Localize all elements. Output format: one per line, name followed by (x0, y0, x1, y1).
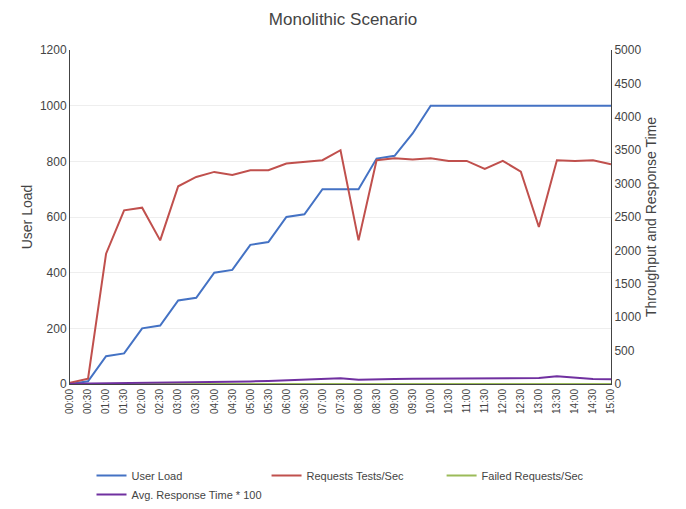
svg-text:00:30: 00:30 (82, 389, 93, 414)
svg-text:400: 400 (47, 266, 67, 280)
svg-text:2000: 2000 (614, 244, 641, 258)
svg-text:2500: 2500 (614, 210, 641, 224)
svg-text:3000: 3000 (614, 177, 641, 191)
svg-text:03:00: 03:00 (172, 389, 183, 414)
svg-text:User Load: User Load (132, 470, 183, 482)
svg-text:13:00: 13:00 (533, 389, 544, 414)
svg-text:11:30: 11:30 (479, 389, 490, 414)
svg-text:14:00: 14:00 (569, 389, 580, 414)
svg-text:5000: 5000 (614, 43, 641, 57)
svg-text:01:00: 01:00 (100, 389, 111, 414)
svg-text:06:30: 06:30 (299, 389, 310, 414)
svg-text:10:30: 10:30 (443, 389, 454, 414)
svg-text:04:30: 04:30 (227, 389, 238, 414)
svg-text:4500: 4500 (614, 77, 641, 91)
svg-text:05:00: 05:00 (245, 389, 256, 414)
svg-text:08:00: 08:00 (353, 389, 364, 414)
svg-text:Monolithic Scenario: Monolithic Scenario (269, 10, 417, 29)
svg-text:13:30: 13:30 (551, 389, 562, 414)
svg-text:04:00: 04:00 (209, 389, 220, 414)
svg-text:4000: 4000 (614, 110, 641, 124)
svg-text:1200: 1200 (40, 43, 67, 57)
svg-text:Requests Tests/Sec: Requests Tests/Sec (307, 470, 405, 482)
svg-text:Failed Requests/Sec: Failed Requests/Sec (482, 470, 584, 482)
svg-text:00:00: 00:00 (64, 389, 75, 414)
svg-text:02:30: 02:30 (154, 389, 165, 414)
svg-text:800: 800 (47, 155, 67, 169)
svg-text:600: 600 (47, 210, 67, 224)
svg-text:Avg. Response Time * 100: Avg. Response Time * 100 (132, 489, 262, 501)
svg-text:02:00: 02:00 (136, 389, 147, 414)
svg-text:15:00: 15:00 (605, 389, 616, 414)
svg-text:14:30: 14:30 (587, 389, 598, 414)
svg-text:0: 0 (614, 377, 621, 391)
svg-text:0: 0 (60, 377, 67, 391)
svg-text:08:30: 08:30 (371, 389, 382, 414)
svg-text:User Load: User Load (19, 185, 35, 250)
svg-text:12:30: 12:30 (515, 389, 526, 414)
svg-text:200: 200 (47, 322, 67, 336)
svg-text:1000: 1000 (40, 99, 67, 113)
svg-text:3500: 3500 (614, 143, 641, 157)
svg-text:1000: 1000 (614, 310, 641, 324)
svg-text:10:00: 10:00 (425, 389, 436, 414)
svg-text:01:30: 01:30 (118, 389, 129, 414)
svg-text:09:30: 09:30 (407, 389, 418, 414)
svg-text:06:00: 06:00 (281, 389, 292, 414)
svg-text:03:30: 03:30 (190, 389, 201, 414)
svg-text:12:00: 12:00 (497, 389, 508, 414)
svg-text:07:00: 07:00 (317, 389, 328, 414)
svg-text:09:00: 09:00 (389, 389, 400, 414)
svg-text:05:30: 05:30 (263, 389, 274, 414)
svg-text:500: 500 (614, 344, 634, 358)
svg-text:11:00: 11:00 (461, 389, 472, 414)
svg-text:07:30: 07:30 (335, 389, 346, 414)
svg-text:Throughput and Response Time: Throughput and Response Time (643, 117, 659, 317)
svg-text:1500: 1500 (614, 277, 641, 291)
